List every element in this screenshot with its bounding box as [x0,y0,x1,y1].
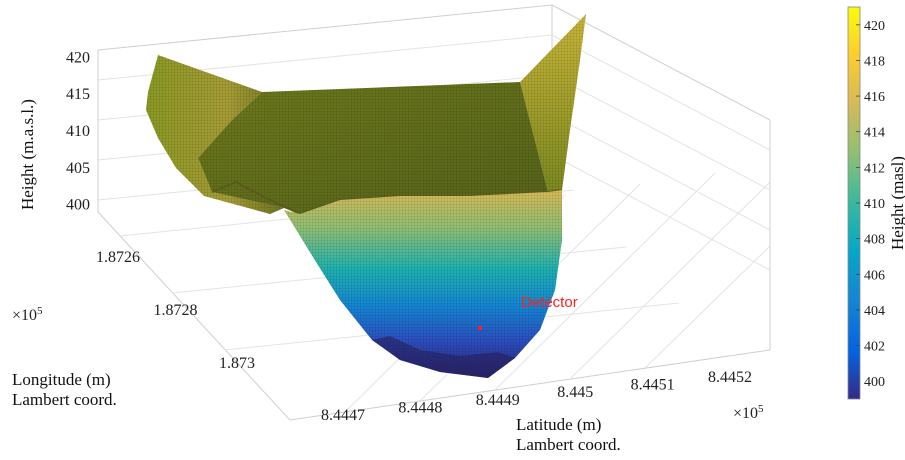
x-tick-label: 8.445 [557,384,593,401]
y-tick-label: 1.873 [219,355,255,372]
x-exponent-label: ×105 [733,403,764,422]
terrain-surface [146,14,586,378]
y-axis-label-line1: Longitude (m) [12,370,111,389]
y-tick-label: 1.8728 [154,302,198,319]
y-exponent-label: ×105 [12,305,43,324]
z-axis-label: Height (m.a.s.l.) [18,99,37,210]
x-axis-label-line1: Latitude (m) [516,415,601,434]
colorbar-tick-label: 404 [864,304,885,319]
colorbar-tick-label: 414 [864,126,885,141]
colorbar-label: Height (masl) [888,156,905,250]
detector-point [477,325,483,331]
colorbar-tick-label: 406 [864,268,885,283]
z-tick-label: 405 [66,160,90,177]
colorbar-tick-label: 408 [864,233,885,248]
colorbar: 400 402 404 406 408 410 412 414 416 418 420 Height… [847,6,905,400]
z-axis-ticks: 400 405 410 415 420 [66,49,90,213]
colorbar-ticks: 400 402 404 406 408 410 412 414 416 418 420 [856,19,885,390]
z-tick-label: 400 [66,197,90,214]
colorbar-tick-label: 412 [864,161,885,176]
detector-annotation: Detector [477,294,578,331]
x-tick-label: 8.4451 [631,377,675,394]
colorbar-tick-label: 410 [864,197,885,212]
y-axis-ticks: 1.8726 1.8728 1.873 [96,249,255,372]
z-tick-label: 410 [66,123,90,140]
x-axis-ticks: 8.4447 8.4448 8.4449 8.445 8.4451 8.4452 [321,369,752,424]
y-tick-label: 1.8726 [96,249,140,266]
colorbar-tick-label: 418 [864,54,885,69]
detector-label: Detector [521,294,578,311]
colorbar-tick-label: 420 [864,19,885,34]
colorbar-tick-label: 400 [864,375,885,390]
z-tick-label: 420 [66,49,90,66]
x-tick-label: 8.4449 [476,392,520,409]
y-axis-label-line2: Lambert coord. [12,390,117,409]
x-tick-label: 8.4447 [321,407,365,424]
x-tick-label: 8.4448 [398,399,442,416]
x-axis-label-line2: Lambert coord. [516,435,621,454]
colorbar-tick-label: 416 [864,90,885,105]
colorbar-tick-label: 402 [864,340,885,355]
x-tick-label: 8.4452 [708,369,752,386]
z-tick-label: 415 [66,86,90,103]
